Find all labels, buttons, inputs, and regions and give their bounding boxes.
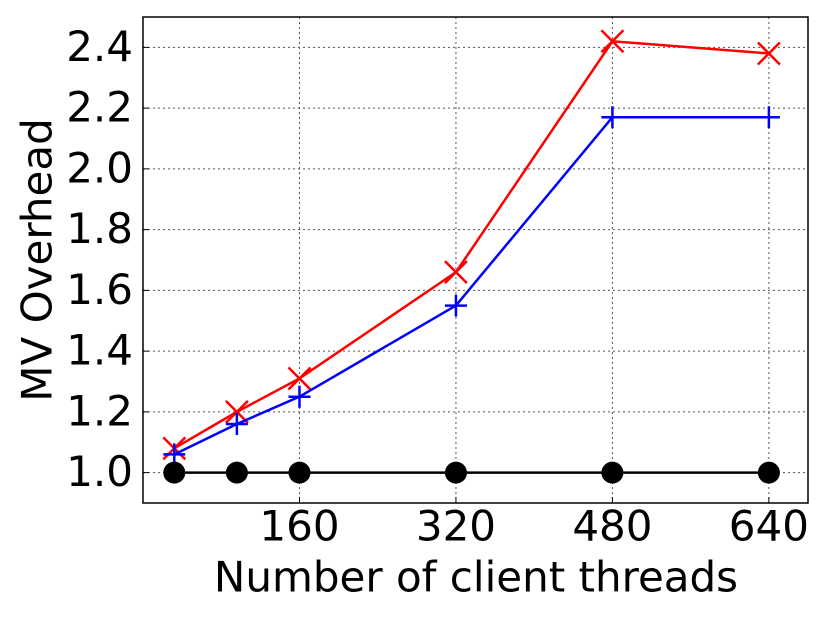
x-axis-label: Number of client threads <box>214 553 738 602</box>
y-tick-label: 1.8 <box>66 204 133 253</box>
x-tick-label: 480 <box>572 502 652 551</box>
marker <box>601 106 624 129</box>
marker <box>756 41 781 66</box>
marker <box>288 385 311 408</box>
plot-frame <box>142 16 809 504</box>
marker <box>601 461 624 484</box>
marker <box>600 29 625 54</box>
y-tick-label: 1.4 <box>66 326 133 375</box>
marker <box>288 461 311 484</box>
marker <box>163 461 186 484</box>
y-tick-label: 2.2 <box>66 83 133 132</box>
x-tick-label: 320 <box>416 502 496 551</box>
marker <box>444 294 467 317</box>
marker <box>225 461 248 484</box>
x-tick-label: 640 <box>729 502 809 551</box>
y-axis-label: MV Overhead <box>13 118 62 401</box>
y-tick-label: 2.0 <box>66 143 133 192</box>
marker <box>287 366 312 391</box>
marker <box>444 461 467 484</box>
y-tick-label: 1.0 <box>66 447 133 496</box>
marker <box>757 106 780 129</box>
y-tick-label: 2.4 <box>66 22 133 71</box>
series-line <box>173 39 769 450</box>
marker <box>757 461 780 484</box>
marker <box>224 399 249 424</box>
marker <box>444 260 468 285</box>
marker <box>225 413 248 436</box>
x-tick-label: 160 <box>259 502 339 551</box>
series-line <box>173 115 769 456</box>
y-tick-label: 1.6 <box>66 265 133 314</box>
y-tick-label: 1.2 <box>66 386 133 435</box>
